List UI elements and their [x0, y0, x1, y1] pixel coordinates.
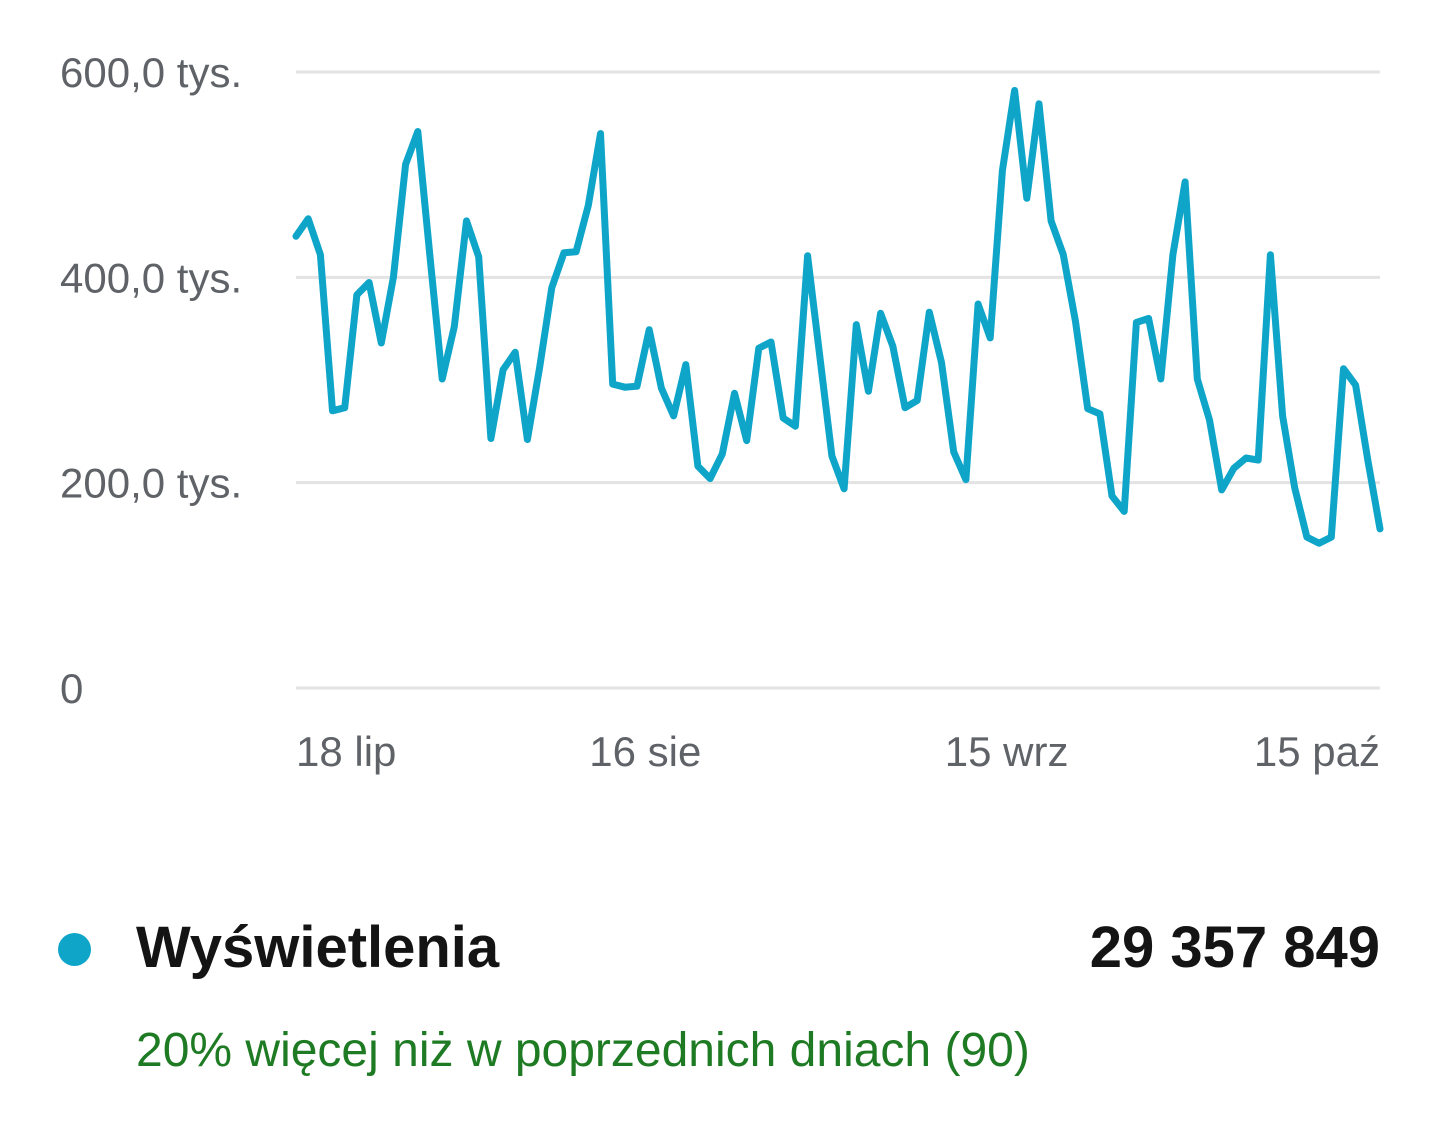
- legend-color-dot: [58, 933, 91, 966]
- y-tick-label: 0: [60, 665, 83, 712]
- series-layer: [292, 87, 1384, 547]
- views-line-chart: 0 200,0 tys. 400,0 tys. 600,0 tys. 18 lip 16…: [60, 49, 1384, 775]
- x-tick-label: 18 lip: [296, 728, 396, 775]
- legend: Wyświetlenia 29 357 849: [58, 905, 1380, 995]
- legend-series-label: Wyświetlenia: [136, 915, 500, 980]
- x-axis-ticks: 18 lip 16 sie 15 wrz 15 paź: [296, 728, 1380, 775]
- y-tick-label: 400,0 tys.: [60, 254, 242, 301]
- legend-total-value: 29 357 849: [1089, 915, 1380, 980]
- y-tick-label: 600,0 tys.: [60, 49, 242, 96]
- gridlines: [296, 70, 1380, 690]
- x-tick-label: 15 wrz: [945, 728, 1069, 775]
- chart-area: 0 200,0 tys. 400,0 tys. 600,0 tys. 18 lip 16…: [60, 49, 1384, 775]
- y-tick-label: 200,0 tys.: [60, 460, 242, 507]
- series-line-views: [292, 87, 1384, 547]
- x-tick-label: 15 paź: [1254, 728, 1380, 775]
- x-tick-label: 16 sie: [589, 728, 701, 775]
- comparison-text: 20% więcej niż w poprzednich dniach (90): [136, 1024, 1030, 1077]
- y-axis-ticks: 0 200,0 tys. 400,0 tys. 600,0 tys.: [60, 49, 242, 712]
